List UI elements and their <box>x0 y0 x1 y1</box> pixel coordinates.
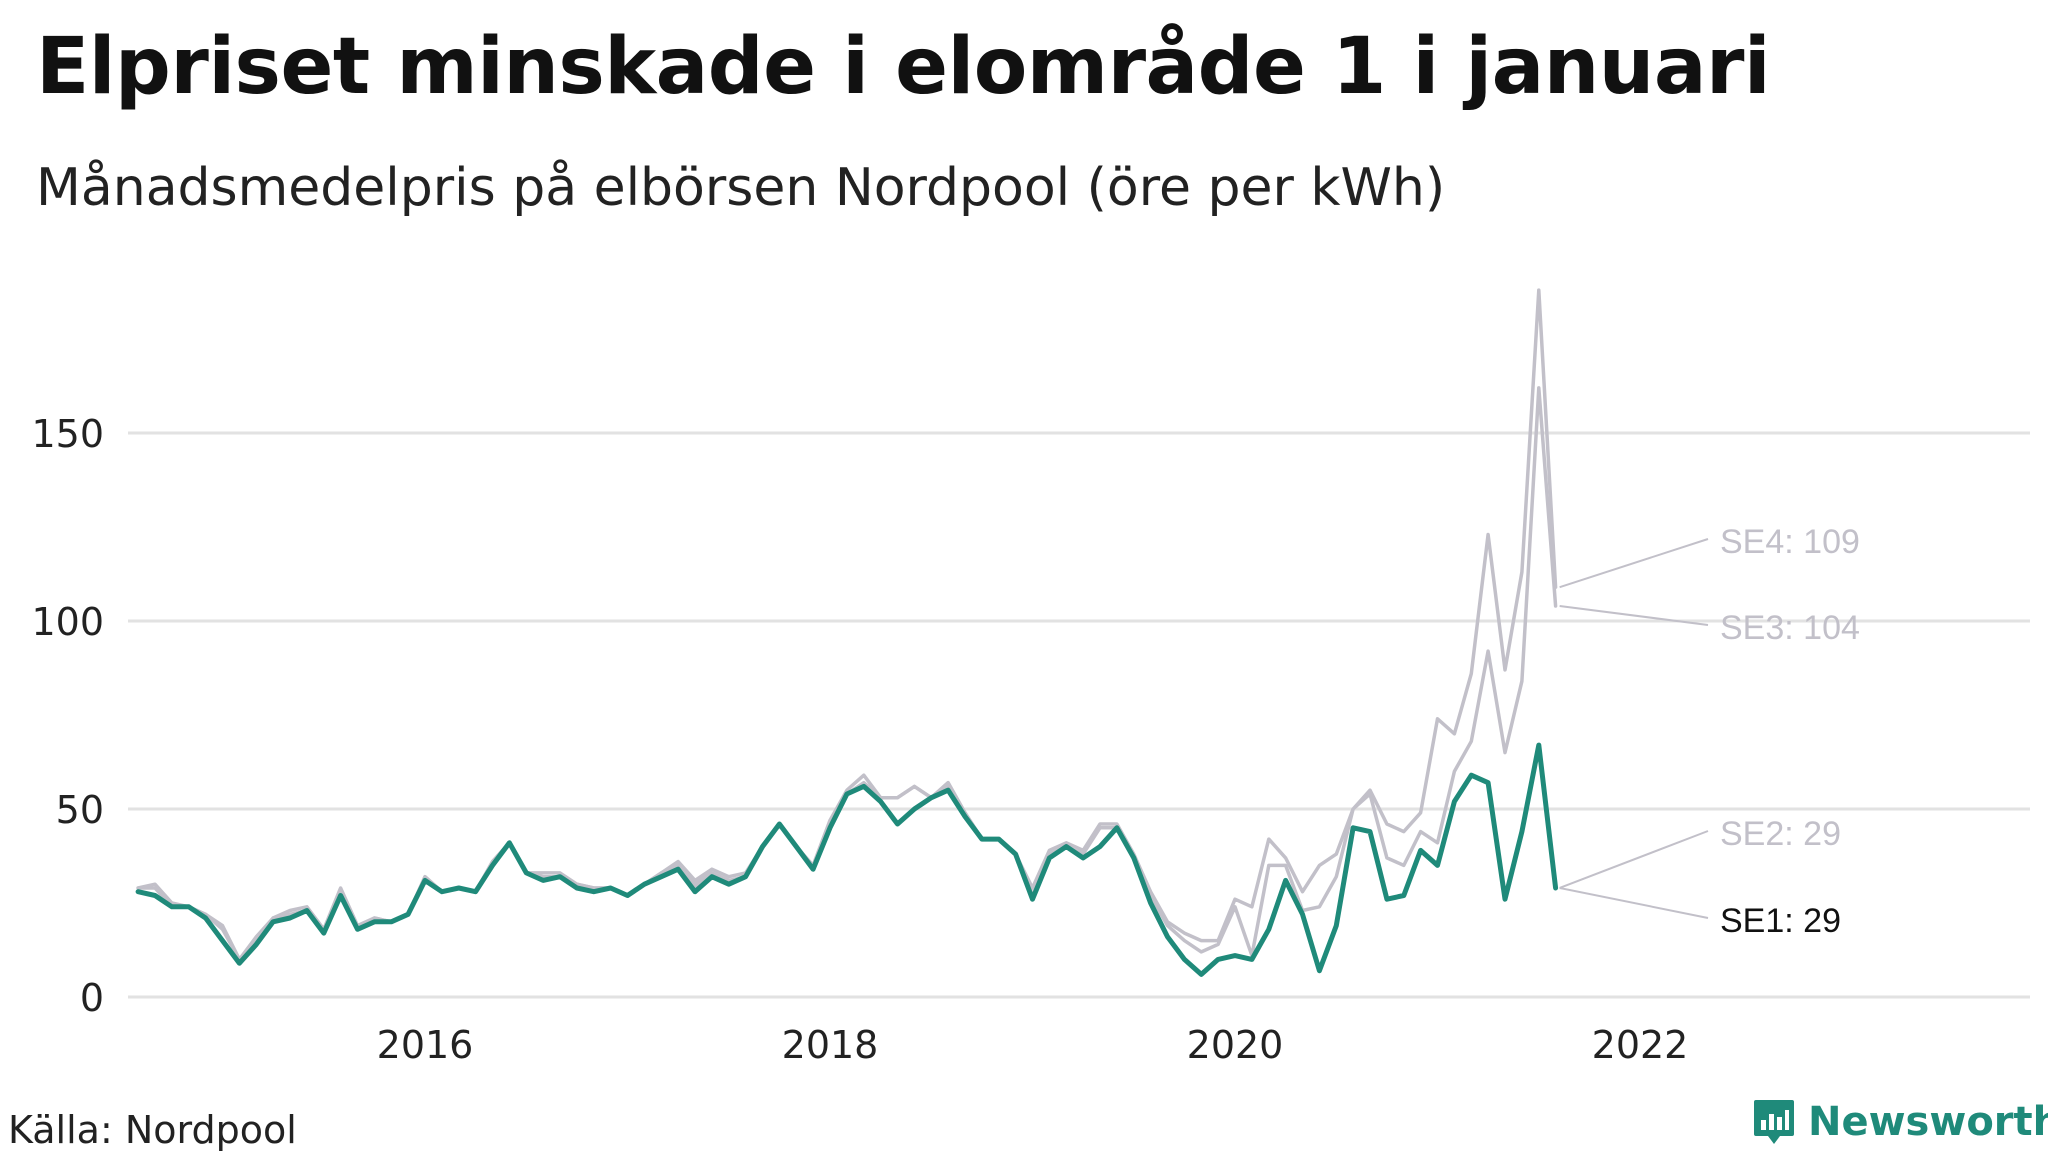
newsworthy-logo-text: Newsworthy <box>1808 1099 2048 1145</box>
leader-line-se1 <box>1559 886 1709 919</box>
chart-title: Elpriset minskade i elområde 1 i januari <box>36 22 1771 112</box>
end-label-se4: SE4: 109 <box>1720 523 1860 561</box>
end-label-se2: SE2: 29 <box>1720 815 1841 853</box>
y-axis-ticks: 0 50 100 150 <box>31 412 104 1020</box>
x-axis-ticks: 2016 2018 2020 2022 <box>377 1023 1689 1067</box>
x-tick-label: 2018 <box>782 1023 879 1067</box>
leader-line-se3 <box>1559 604 1709 626</box>
chart-subtitle: Månadsmedelpris på elbörsen Nordpool (ör… <box>36 158 1446 218</box>
x-tick-label: 2016 <box>377 1023 474 1067</box>
series-lines <box>135 288 1559 977</box>
newsworthy-logo-icon <box>1754 1100 1794 1144</box>
y-tick-label: 0 <box>80 976 104 1020</box>
source-note: Källa: Nordpool <box>8 1108 297 1152</box>
series-line-se2 <box>136 743 1558 977</box>
x-tick-label: 2022 <box>1592 1023 1689 1067</box>
y-tick-label: 100 <box>31 600 104 644</box>
end-label-se1: SE1: 29 <box>1720 902 1841 940</box>
x-tick-label: 2020 <box>1187 1023 1284 1067</box>
end-labels: SE4: 109 SE3: 104 SE2: 29 SE1: 29 <box>1559 523 1860 940</box>
y-tick-label: 50 <box>56 788 104 832</box>
newsworthy-logo: Newsworthy <box>1752 1098 2048 1146</box>
leader-line-se4 <box>1559 538 1709 589</box>
y-tick-label: 150 <box>31 412 104 456</box>
series-line-se4 <box>136 288 1558 962</box>
grid-lines <box>128 431 2030 999</box>
series-line-se1 <box>135 742 1559 977</box>
end-label-se3: SE3: 104 <box>1720 609 1860 647</box>
leader-line-se2 <box>1559 830 1709 889</box>
